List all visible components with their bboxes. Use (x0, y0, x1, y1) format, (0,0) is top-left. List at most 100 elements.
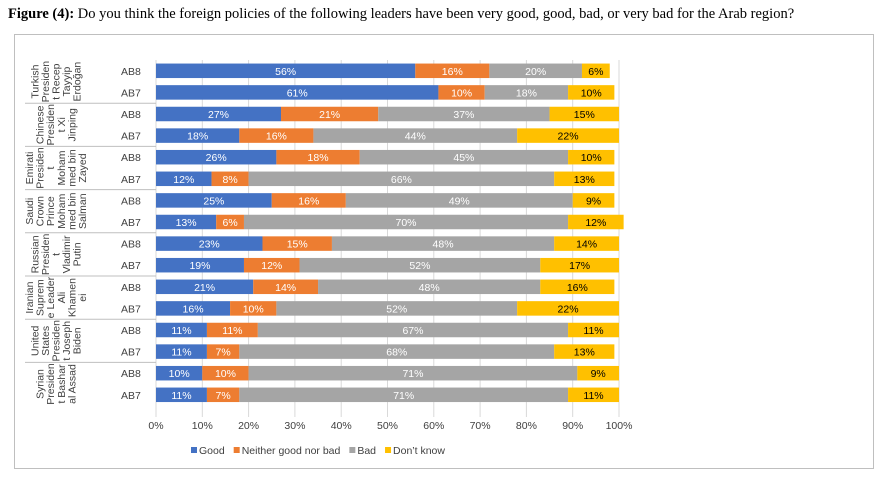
data-label: 52% (386, 303, 407, 315)
figure-label: Figure (4): (8, 6, 75, 22)
data-label: 22% (558, 131, 579, 143)
group-label-line: Khamen (66, 278, 78, 317)
data-label: 71% (393, 390, 414, 402)
bar-segment (568, 322, 619, 338)
x-tick-label: 80% (516, 420, 537, 432)
bar-segment (156, 171, 212, 187)
group-label-line: t Xi (56, 117, 68, 132)
data-label: 71% (402, 368, 423, 380)
group-label-line: Chinese (35, 105, 47, 144)
figure-question: Do you think the foreign policies of the… (74, 6, 795, 22)
legend-label: Good (199, 445, 225, 457)
bar-segment (549, 106, 619, 122)
bar-segment (540, 279, 615, 295)
group-label-line: Presiden (51, 320, 63, 362)
data-label: 12% (585, 217, 606, 229)
data-label: 6% (588, 66, 603, 78)
bar-segment (206, 344, 240, 359)
data-label: 13% (176, 217, 197, 229)
data-label: 7% (216, 390, 231, 402)
group-label-line: Salman (77, 193, 89, 229)
x-tick-label: 20% (238, 420, 259, 432)
x-tick-label: 10% (192, 420, 213, 432)
data-label: 16% (567, 282, 588, 294)
category-label: AB8 (121, 152, 141, 164)
data-label: 10% (581, 152, 602, 164)
group-label-line: United (29, 325, 41, 356)
bar-segment (331, 236, 555, 251)
group-label-line: Prince (45, 196, 57, 226)
group-label-line: t (51, 253, 63, 256)
data-label: 16% (266, 131, 287, 143)
bar-segment (484, 85, 569, 100)
bar-segment (271, 193, 346, 208)
data-label: 6% (222, 217, 237, 229)
bar-segment (517, 301, 619, 316)
data-label: 14% (275, 282, 296, 294)
data-label: 11% (583, 325, 603, 337)
data-label: 49% (449, 195, 470, 207)
bar-segment (318, 279, 541, 295)
group-label-line: e Leader (45, 276, 57, 318)
x-tick-label: 30% (284, 420, 305, 432)
bar-segment (243, 214, 569, 230)
bar-segment (517, 128, 619, 143)
category-label: AB7 (121, 260, 141, 272)
data-label: 18% (308, 152, 329, 164)
category-label: AB7 (121, 347, 141, 359)
bar-segment (248, 171, 555, 187)
bar-segment (156, 193, 272, 208)
group-label-line: Putin (72, 242, 84, 266)
bar-segment (156, 301, 231, 316)
category-label: AB8 (121, 109, 141, 121)
x-tick-label: 0% (148, 420, 163, 432)
data-label: 18% (516, 87, 537, 99)
bar-segment (257, 322, 569, 338)
chart-frame: Turkish Presiden t Recep Tayyip Erdoğan AB8 56… (14, 34, 874, 469)
legend-label: Neither good nor bad (242, 445, 341, 457)
group-label-line: Presiden (35, 147, 47, 189)
data-label: 16% (183, 303, 204, 315)
bar-segment (156, 279, 254, 295)
group-label-line: Crown (35, 196, 47, 227)
category-label: AB7 (121, 131, 141, 143)
group-label-line: t Bashar (56, 364, 68, 404)
data-label: 11% (171, 347, 191, 359)
data-label: 17% (569, 260, 590, 272)
category-label: AB7 (121, 390, 141, 402)
bar-segment (243, 257, 300, 273)
bar-segment (239, 344, 555, 359)
x-tick-label: 100% (606, 420, 633, 432)
group-label-line: al Assad (66, 364, 78, 404)
data-label: 11% (222, 325, 242, 337)
figure-title: Figure (4): Do you think the foreign pol… (8, 6, 794, 23)
bar-segment (230, 301, 277, 316)
data-label: 56% (275, 66, 296, 78)
bar-segment (345, 193, 573, 208)
bar-segment (572, 193, 615, 208)
data-label: 11% (171, 390, 191, 402)
bar-segment (156, 128, 240, 143)
data-label: 15% (287, 239, 308, 251)
group-label-line: Presiden (40, 234, 52, 276)
group-label-line: Emirati (24, 152, 36, 185)
group-label-line: Presiden (45, 363, 57, 405)
bar-segment (262, 236, 332, 251)
bar-segment (359, 149, 569, 165)
x-tick-label: 90% (562, 420, 583, 432)
legend-label: Bad (357, 445, 376, 457)
bar-segment (253, 279, 319, 295)
bar-segment (156, 236, 263, 251)
data-label: 19% (189, 260, 210, 272)
data-label: 10% (169, 368, 190, 380)
bar-segment (313, 128, 518, 143)
group-label-line: Vladimir (61, 235, 73, 273)
legend-swatch (191, 447, 197, 453)
data-label: 48% (433, 239, 454, 251)
bar-segment (156, 322, 207, 338)
data-label: 15% (574, 109, 595, 121)
bar-segment (156, 257, 244, 273)
data-label: 52% (409, 260, 430, 272)
group-label-line: Ali (56, 292, 68, 304)
data-label: 9% (586, 195, 601, 207)
